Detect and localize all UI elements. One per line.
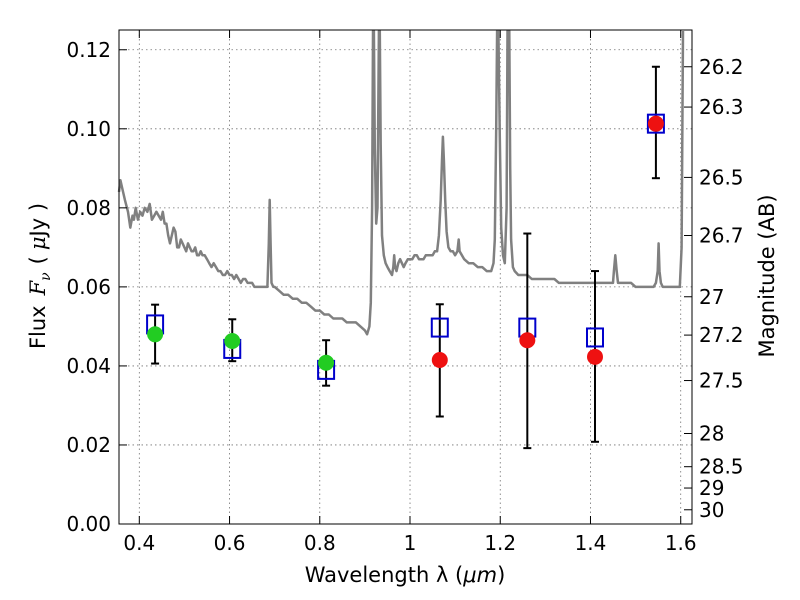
mag-tick-label: 27.5 [699, 369, 744, 393]
mag-tick-label: 27 [699, 285, 724, 309]
mag-tick-label: 28 [699, 421, 724, 445]
mag-tick-label: 26.5 [699, 165, 744, 189]
observed-flux-dot [586, 348, 603, 365]
mag-tick-label: 26.2 [699, 55, 744, 79]
sed-point-ground [146, 303, 165, 365]
spectrum-layer [117, 29, 685, 336]
y-axis-left-label: FluxFν(μJy ) [26, 203, 54, 349]
x-tick-label: 1.2 [484, 531, 516, 555]
observed-flux-dot [431, 351, 448, 368]
mag-tick-label: 27.2 [699, 323, 744, 347]
y-tick-label: 0.00 [66, 512, 111, 536]
x-tick-label: 1 [404, 531, 417, 555]
mag-tick-label: 26.7 [699, 224, 744, 248]
mag-tick-label: 30 [699, 498, 724, 522]
model-flux-square [430, 317, 449, 338]
sed-point-ir [518, 232, 537, 450]
y-tick-label: 0.10 [66, 117, 111, 141]
mag-tick-label: 28.5 [699, 455, 744, 479]
observed-flux-dot [318, 354, 335, 371]
sed-point-ir [430, 303, 449, 418]
y-tick-label: 0.04 [66, 354, 111, 378]
y-tick-label: 0.08 [66, 196, 111, 220]
x-axis-label: Wavelength λ (μm) [305, 563, 506, 587]
sed-point-ir [646, 65, 665, 180]
x-axis: 0.4 0.6 0.8 1 1.2 1.4 1.6 [123, 30, 697, 555]
sed-point-ir [585, 270, 604, 443]
y-tick-label: 0.02 [66, 433, 111, 457]
y-tick-label: 0.12 [66, 38, 111, 62]
observed-flux-dot [147, 326, 164, 343]
model-flux-square [585, 327, 604, 348]
sed-point-ground [317, 339, 336, 387]
y-tick-label: 0.06 [66, 275, 111, 299]
y-axis-right-label: Magnitude (AB) [755, 194, 779, 357]
x-tick-label: 0.4 [123, 531, 155, 555]
points-layer [146, 65, 665, 450]
x-tick-label: 0.8 [304, 531, 336, 555]
y-axis-left: 0.00 0.02 0.04 0.06 0.08 0.10 0.12 [66, 38, 127, 536]
x-tick-label: 0.6 [214, 531, 246, 555]
sed-point-ground [223, 318, 242, 363]
observed-flux-dot [224, 333, 241, 350]
observed-flux-dot [647, 115, 664, 132]
x-tick-label: 1.6 [665, 531, 697, 555]
plot-frame [118, 29, 693, 525]
grid [119, 30, 692, 525]
x-tick-label: 1.4 [575, 531, 607, 555]
mag-tick-label: 26.3 [699, 95, 744, 119]
observed-flux-dot [519, 332, 536, 349]
mag-tick-label: 29 [699, 476, 724, 500]
model-spectrum-line [117, 29, 685, 336]
